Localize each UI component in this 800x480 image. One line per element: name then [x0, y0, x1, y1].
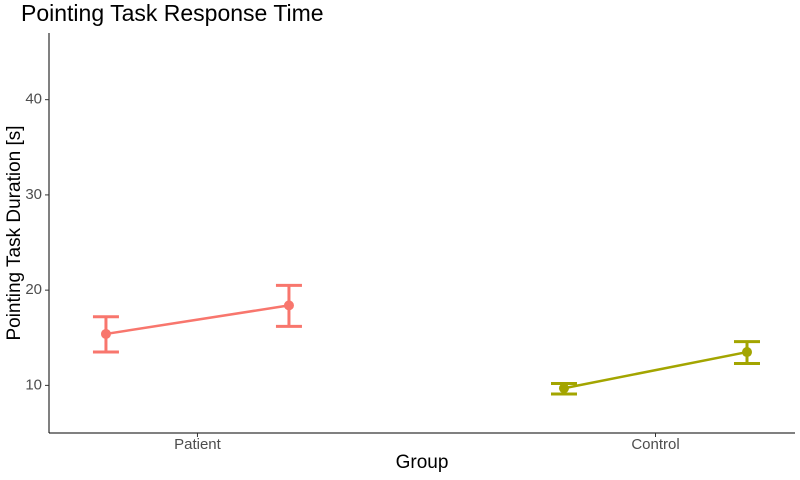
point: [100, 328, 111, 339]
y-tick-label: 10: [25, 376, 42, 393]
y-axis-label: Pointing Task Duration [s]: [4, 125, 25, 340]
y-tick-label: 20: [25, 281, 42, 298]
chart-title: Pointing Task Response Time: [21, 0, 324, 26]
y-tick-label: 30: [25, 186, 42, 203]
point: [741, 347, 752, 358]
point: [558, 383, 569, 394]
x-tick-label: Control: [631, 436, 679, 453]
x-tick-label: Patient: [174, 436, 222, 453]
y-tick-label: 40: [25, 91, 42, 108]
point: [283, 300, 294, 311]
line: [563, 350, 748, 390]
x-axis-label: Group: [396, 452, 449, 473]
line: [105, 304, 290, 336]
